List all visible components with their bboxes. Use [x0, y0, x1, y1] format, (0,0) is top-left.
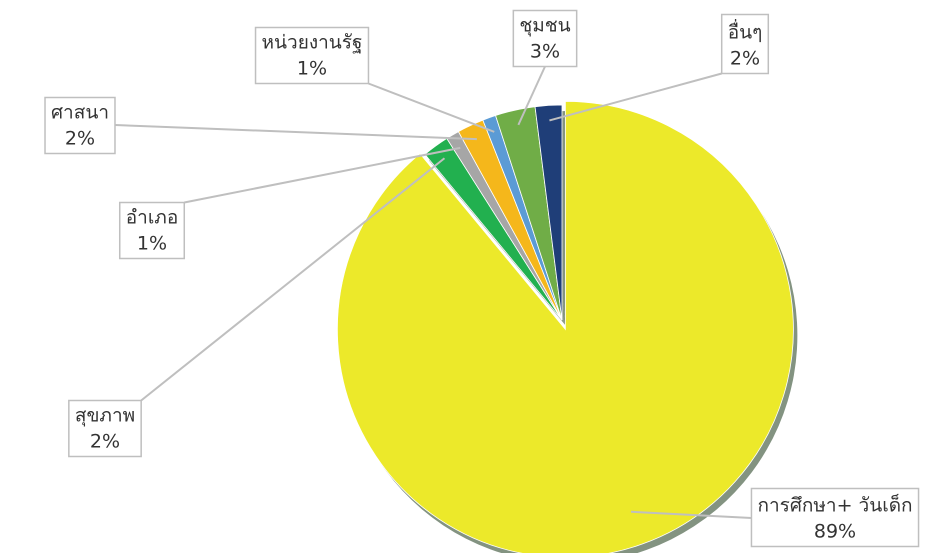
label-category: ศาสนา [51, 102, 109, 124]
leader-line [549, 72, 722, 122]
pie-slice [534, 104, 563, 321]
data-label: อำเภอ 1% [118, 201, 186, 260]
label-category: การศึกษา+ วันเด็ก [757, 493, 912, 517]
data-label: ศาสนา 2% [44, 96, 116, 155]
data-label: การศึกษา+ วันเด็ก 89% [750, 487, 920, 548]
label-box [750, 487, 920, 548]
pie-slice [336, 101, 794, 553]
label-value: 2% [65, 128, 95, 150]
leader-line [184, 146, 461, 204]
label-box [44, 96, 116, 155]
label-box [254, 26, 370, 85]
label-category: ชุมชน [519, 15, 570, 38]
label-value: 1% [297, 58, 327, 80]
leader-line [114, 124, 477, 141]
leader-line [517, 66, 546, 126]
label-category: อำเภอ [126, 207, 179, 229]
label-box [720, 13, 770, 75]
label-box [118, 201, 186, 260]
label-box [68, 399, 142, 458]
data-label: สุขภาพ 2% [68, 399, 142, 458]
data-label: หน่วยงานรัฐ 1% [254, 26, 370, 85]
label-category: หน่วยงานรัฐ [262, 32, 363, 54]
label-value: 2% [90, 431, 120, 453]
leader-line [630, 510, 752, 519]
label-value: 89% [814, 521, 856, 543]
leader-line [368, 82, 495, 133]
label-value: 3% [530, 41, 560, 63]
leader-line [140, 157, 446, 402]
label-box [512, 9, 578, 68]
label-category: สุขภาพ [75, 405, 135, 428]
label-value: 2% [730, 48, 760, 70]
data-label: ชุมชน 3% [512, 9, 578, 68]
label-value: 1% [137, 233, 167, 255]
label-category: อื่นๆ [728, 19, 763, 44]
data-label: อื่นๆ 2% [720, 13, 770, 75]
